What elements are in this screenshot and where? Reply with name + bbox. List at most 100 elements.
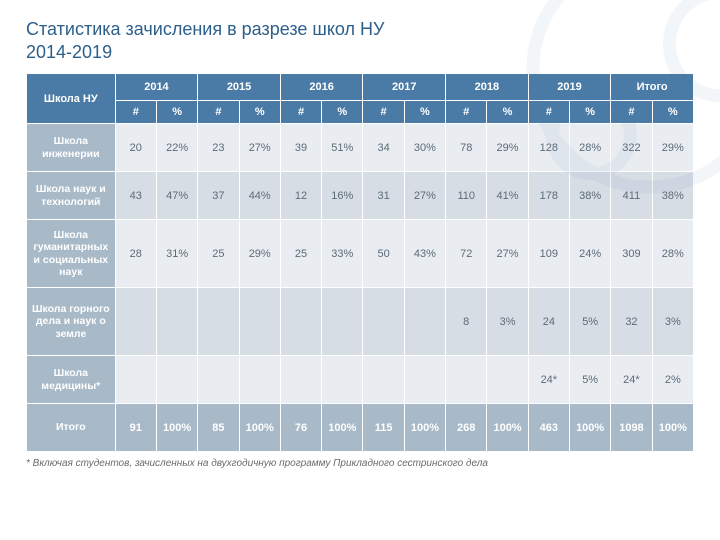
enrollment-table: Школа НУ 2014 2015 2016 2017 2018 2019 И… <box>26 73 694 452</box>
table-row-total: Итого91100%85100%76100%115100%268100%463… <box>27 404 694 452</box>
data-cell: 5% <box>569 356 610 404</box>
header-total: Итого <box>611 74 694 101</box>
data-cell: 2% <box>652 356 693 404</box>
header-percent: % <box>569 101 610 124</box>
data-cell <box>363 288 404 356</box>
data-cell: 33% <box>322 220 363 288</box>
row-label: Школа инженерии <box>27 124 116 172</box>
data-cell: 23 <box>198 124 239 172</box>
header-count: # <box>280 101 321 124</box>
data-cell: 28% <box>569 124 610 172</box>
header-count: # <box>363 101 404 124</box>
header-year: 2014 <box>115 74 198 101</box>
data-cell: 39 <box>280 124 321 172</box>
table-row: Школа инженерии2022%2327%3951%3430%7829%… <box>27 124 694 172</box>
data-cell <box>280 288 321 356</box>
table-row: Школа горного дела и наук о земле83%245%… <box>27 288 694 356</box>
data-cell <box>322 356 363 404</box>
data-cell: 100% <box>652 404 693 452</box>
header-year: 2019 <box>528 74 611 101</box>
data-cell <box>115 356 156 404</box>
header-count: # <box>446 101 487 124</box>
row-label: Школа наук и технологий <box>27 172 116 220</box>
data-cell <box>198 288 239 356</box>
data-cell: 27% <box>487 220 528 288</box>
data-cell: 463 <box>528 404 569 452</box>
data-cell: 24* <box>528 356 569 404</box>
header-percent: % <box>404 101 445 124</box>
data-cell: 100% <box>569 404 610 452</box>
data-cell: 20 <box>115 124 156 172</box>
data-cell: 309 <box>611 220 652 288</box>
data-cell <box>404 288 445 356</box>
data-cell: 100% <box>322 404 363 452</box>
data-cell: 51% <box>322 124 363 172</box>
header-row-years: Школа НУ 2014 2015 2016 2017 2018 2019 И… <box>27 74 694 101</box>
data-cell: 76 <box>280 404 321 452</box>
data-cell <box>280 356 321 404</box>
header-count: # <box>528 101 569 124</box>
data-cell: 100% <box>487 404 528 452</box>
header-percent: % <box>322 101 363 124</box>
data-cell: 100% <box>404 404 445 452</box>
data-cell: 1098 <box>611 404 652 452</box>
page-title: Статистика зачисления в разрезе школ НУ … <box>26 18 694 63</box>
data-cell: 27% <box>239 124 280 172</box>
data-cell: 25 <box>198 220 239 288</box>
data-cell <box>446 356 487 404</box>
data-cell: 5% <box>569 288 610 356</box>
data-cell: 29% <box>239 220 280 288</box>
data-cell: 28 <box>115 220 156 288</box>
data-cell: 50 <box>363 220 404 288</box>
data-cell <box>363 356 404 404</box>
data-cell: 24* <box>611 356 652 404</box>
title-line-1: Статистика зачисления в разрезе школ НУ <box>26 19 385 39</box>
data-cell: 43 <box>115 172 156 220</box>
data-cell: 91 <box>115 404 156 452</box>
data-cell: 27% <box>404 172 445 220</box>
header-percent: % <box>652 101 693 124</box>
row-label: Школа гуманитарных и социальных наук <box>27 220 116 288</box>
header-row-sub: #% #% #% #% #% #% #% <box>27 101 694 124</box>
header-percent: % <box>239 101 280 124</box>
data-cell: 115 <box>363 404 404 452</box>
header-percent: % <box>487 101 528 124</box>
table-row: Школа гуманитарных и социальных наук2831… <box>27 220 694 288</box>
data-cell: 43% <box>404 220 445 288</box>
data-cell: 85 <box>198 404 239 452</box>
data-cell: 16% <box>322 172 363 220</box>
data-cell: 72 <box>446 220 487 288</box>
data-cell: 38% <box>569 172 610 220</box>
data-cell: 100% <box>156 404 197 452</box>
data-cell: 100% <box>239 404 280 452</box>
data-cell <box>239 288 280 356</box>
header-count: # <box>611 101 652 124</box>
data-cell: 25 <box>280 220 321 288</box>
data-cell: 178 <box>528 172 569 220</box>
data-cell: 47% <box>156 172 197 220</box>
header-year: 2017 <box>363 74 446 101</box>
data-cell: 29% <box>487 124 528 172</box>
data-cell: 44% <box>239 172 280 220</box>
header-count: # <box>198 101 239 124</box>
data-cell: 24 <box>528 288 569 356</box>
header-corner: Школа НУ <box>27 74 116 124</box>
data-cell <box>156 288 197 356</box>
data-cell: 41% <box>487 172 528 220</box>
header-year: 2015 <box>198 74 281 101</box>
data-cell: 28% <box>652 220 693 288</box>
data-cell: 37 <box>198 172 239 220</box>
data-cell: 12 <box>280 172 321 220</box>
data-cell: 109 <box>528 220 569 288</box>
footnote: * Включая студентов, зачисленных на двух… <box>26 458 694 469</box>
data-cell <box>404 356 445 404</box>
data-cell <box>322 288 363 356</box>
data-cell: 30% <box>404 124 445 172</box>
data-cell: 34 <box>363 124 404 172</box>
data-cell: 29% <box>652 124 693 172</box>
data-cell: 31% <box>156 220 197 288</box>
data-cell <box>115 288 156 356</box>
data-cell <box>198 356 239 404</box>
data-cell <box>487 356 528 404</box>
data-cell: 24% <box>569 220 610 288</box>
